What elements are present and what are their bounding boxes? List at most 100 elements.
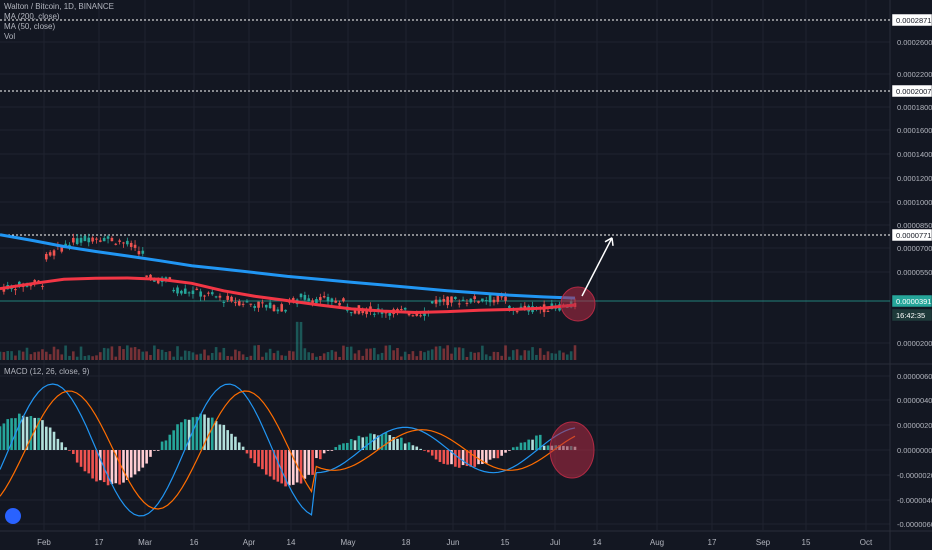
candle-body — [376, 308, 380, 311]
macd-histogram-bar — [315, 450, 318, 459]
macd-histogram-bar — [369, 433, 372, 450]
macd-histogram-bar — [434, 450, 438, 460]
volume-bar — [454, 347, 457, 360]
volume-bar — [253, 345, 256, 360]
volume-bar — [64, 345, 67, 360]
macd-histogram-bar — [319, 450, 322, 460]
macd-histogram-bar — [442, 450, 446, 464]
macd-histogram-bar — [141, 450, 145, 468]
macd-histogram-bar — [500, 450, 503, 456]
macd-histogram-bar — [376, 435, 380, 450]
candle-body — [126, 240, 129, 245]
volume-bar — [465, 356, 469, 360]
macd-histogram-bar — [87, 450, 91, 474]
macd-histogram-bar — [484, 450, 488, 464]
volume-bar — [392, 350, 395, 360]
macd-histogram-bar — [241, 446, 245, 450]
candle-body — [303, 295, 307, 300]
volume-bar — [203, 349, 206, 360]
candle-body — [415, 313, 419, 316]
x-tick-label: Feb — [37, 538, 51, 547]
macd-histogram-bar — [91, 450, 94, 479]
volume-bar — [234, 349, 237, 360]
candle-body — [334, 300, 338, 303]
macd-histogram-bar — [83, 450, 87, 472]
macd-histogram-bar — [450, 450, 453, 465]
price-label: 16:42:35 — [896, 311, 925, 320]
volume-bar — [504, 345, 507, 360]
macd-histogram-bar — [488, 450, 492, 460]
candle-body — [99, 240, 102, 242]
macd-histogram-bar — [102, 450, 106, 483]
volume-bar — [569, 351, 573, 360]
volume-bar — [149, 354, 152, 360]
macd-histogram-bar — [396, 438, 399, 450]
candle-body — [60, 246, 64, 252]
y-tick-label: 0.0001600 — [897, 126, 932, 135]
candle-body — [388, 312, 392, 316]
volume-bar — [29, 354, 33, 360]
candle-body — [272, 305, 276, 312]
volume-bar — [272, 353, 276, 360]
x-tick-label: Aug — [650, 538, 664, 547]
y-tick-label: 0.0000000 — [897, 446, 932, 455]
macd-histogram-bar — [10, 418, 13, 450]
volume-bar — [56, 349, 60, 360]
x-tick-label: 14 — [593, 538, 602, 547]
volume-bar — [118, 346, 121, 360]
volume-bar — [183, 350, 187, 360]
candle-body — [322, 296, 326, 298]
volume-bar — [237, 351, 241, 360]
tradingview-logo-icon[interactable] — [5, 508, 21, 524]
macd-histogram-bar — [33, 417, 37, 450]
candle-body — [191, 290, 195, 294]
volume-bar — [241, 354, 245, 360]
volume-bar — [168, 351, 172, 360]
volume-bar — [191, 352, 195, 360]
volume-bar — [218, 352, 222, 360]
macd-histogram-bar — [438, 450, 442, 462]
macd-label[interactable]: MACD (12, 26, close, 9) — [4, 367, 90, 376]
macd-histogram-bar — [199, 413, 202, 450]
volume-bar — [284, 355, 287, 360]
volume-bar — [180, 356, 183, 360]
candle-body — [407, 313, 411, 316]
macd-histogram-bar — [56, 438, 60, 450]
vol-label[interactable]: Vol — [4, 32, 16, 41]
macd-histogram-bar — [133, 450, 137, 475]
volume-bar — [195, 354, 199, 360]
volume-bar — [291, 351, 295, 360]
macd-histogram-bar — [52, 431, 56, 450]
candle-body — [245, 301, 249, 303]
signal-line — [0, 390, 576, 510]
candle-body — [349, 312, 353, 314]
volume-bar — [380, 352, 384, 360]
candle-body — [114, 243, 118, 245]
volume-bar — [542, 354, 546, 360]
candle-body — [180, 290, 183, 294]
volume-bar — [299, 321, 303, 360]
volume-bar — [357, 350, 361, 360]
ma50-label[interactable]: MA (50, close) — [4, 22, 56, 31]
macd-histogram-bar — [542, 445, 546, 450]
ma200-label[interactable]: MA (200, close) — [4, 12, 60, 21]
candle-body — [118, 240, 121, 242]
macd-histogram-bar — [511, 447, 515, 450]
candle-body — [17, 281, 21, 287]
x-tick-label: Apr — [243, 538, 256, 547]
candle-body — [230, 296, 233, 302]
volume-bar — [37, 351, 40, 360]
volume-bar — [210, 352, 214, 360]
y-tick-label: 0.0000020 — [897, 421, 932, 430]
symbol-label[interactable]: Walton / Bitcoin, 1D, BINANCE — [4, 2, 114, 11]
macd-histogram-bar — [129, 450, 133, 478]
candle-body — [149, 274, 152, 278]
macd-histogram-bar — [172, 430, 175, 450]
candle-body — [199, 291, 202, 297]
volume-bar — [91, 356, 94, 360]
volume-bar — [249, 355, 253, 360]
macd-histogram-bar — [349, 439, 353, 450]
candle-body — [203, 295, 206, 297]
volume-bar — [403, 351, 407, 360]
